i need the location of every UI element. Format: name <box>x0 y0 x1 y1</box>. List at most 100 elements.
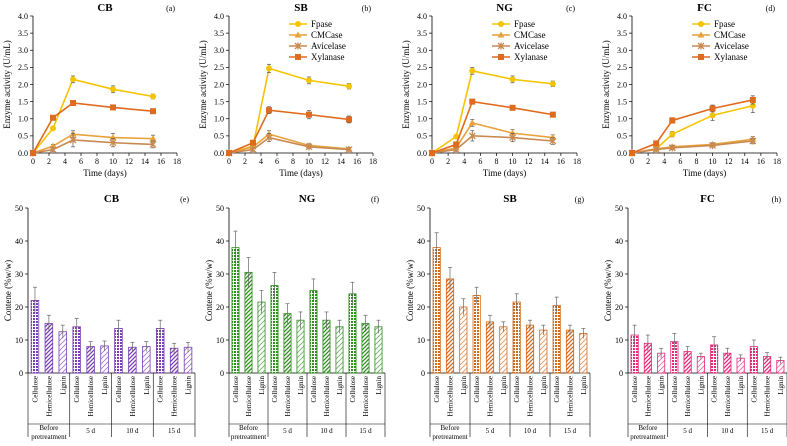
group-label: 5 d <box>683 427 692 435</box>
category-label: Hemicellulose <box>527 376 535 416</box>
chart-title: FC <box>697 2 712 14</box>
y-tick-label: 0 <box>421 369 425 378</box>
x-tick-label: 12 <box>125 157 133 166</box>
data-point <box>709 141 717 149</box>
y-tick-label: 50 <box>417 204 425 213</box>
x-tick-label: 8 <box>291 157 295 166</box>
legend-marker <box>697 42 705 50</box>
legend-marker <box>498 54 504 60</box>
data-point <box>652 146 660 154</box>
y-tick-label: 0 <box>19 369 23 378</box>
x-tick-label: 18 <box>369 157 377 166</box>
y-tick-label: 0.5 <box>214 132 224 141</box>
group-label: 15 d <box>168 427 181 435</box>
data-point <box>50 125 56 132</box>
y-tick-label: 2.5 <box>417 63 427 72</box>
y-tick-label: 40 <box>216 237 224 246</box>
sb-enzyme-line-chart: SB (b) 0.0 0.5 1.0 1.5 2.0 2.5 3.0 3.5 4.0 0 2 4 6 8 10 1… <box>198 2 377 178</box>
legend-label: CMCase <box>714 30 746 40</box>
category-label: Cellulose <box>310 376 318 402</box>
group-label: 10 d <box>320 427 333 435</box>
chart-title: CB <box>97 2 113 14</box>
x-tick-label: 12 <box>525 157 533 166</box>
x-tick-label: 18 <box>573 157 581 166</box>
bar <box>244 271 253 374</box>
data-point <box>149 135 157 142</box>
category-label: Hemicellulose <box>284 376 292 416</box>
x-axis-label: Time (days) <box>683 168 726 178</box>
x-tick-label: 16 <box>353 157 361 166</box>
group-label: pretreatment <box>231 433 266 441</box>
data-point <box>70 99 76 106</box>
y-tick-label: 1.5 <box>18 97 28 106</box>
category-label: Cellulose <box>750 376 758 402</box>
data-point <box>50 114 56 121</box>
y-tick-label: 30 <box>216 270 224 279</box>
data-point <box>453 133 460 140</box>
category-label: Hemicellulose <box>447 376 455 416</box>
bar <box>565 329 575 374</box>
legend-marker <box>497 31 505 38</box>
y-tick-label: 20 <box>15 303 23 312</box>
x-tick-label: 14 <box>741 157 749 166</box>
y-tick-label: 1.0 <box>214 115 224 124</box>
y-tick-label: 2.0 <box>617 80 627 89</box>
y-axis-label: Enzyme activity (U/mL) <box>401 40 411 128</box>
ng-enzyme-line-chart: NG (c) 0.0 0.5 1.0 1.5 2.0 2.5 3.0 3.5 4.0 0 2 4 6 8 10 1… <box>401 2 581 178</box>
category-label: Hemicellulose <box>45 376 53 416</box>
category-label: Cellulose <box>711 376 719 402</box>
bar <box>445 278 455 374</box>
y-tick-label: 2.0 <box>18 80 28 89</box>
legend-marker <box>698 21 704 27</box>
group-label: 5 d <box>283 427 292 435</box>
data-point <box>265 134 273 142</box>
y-tick-label: 2.0 <box>214 80 224 89</box>
y-tick-label: 3.5 <box>617 29 627 38</box>
sb-composition-bar-chart: SB (g) 0 10 20 30 40 50 Contene (%w/w) Cellulose H… <box>405 193 591 441</box>
category-label: Cellulose <box>671 376 679 402</box>
x-tick-label: 8 <box>95 157 99 166</box>
group-label: Before <box>39 424 58 432</box>
category-label: Hemicellulose <box>487 376 495 416</box>
data-point <box>345 146 353 154</box>
data-point <box>109 139 117 147</box>
legend-label: Fpase <box>311 19 332 29</box>
bar <box>231 247 240 374</box>
y-axis-label: Contene (%w/w) <box>3 260 13 321</box>
y-axis-label: Enzyme activity (U/mL) <box>2 40 12 128</box>
x-tick-label: 6 <box>678 157 682 166</box>
x-tick-label: 2 <box>446 157 450 166</box>
data-point <box>629 150 635 156</box>
y-tick-label: 0 <box>220 369 224 378</box>
category-label: Lignin <box>185 376 193 395</box>
y-tick-label: 40 <box>15 237 23 246</box>
y-tick-label: 4.0 <box>617 12 627 21</box>
y-tick-label: 2.5 <box>214 63 224 72</box>
category-label: Lignin <box>143 376 151 395</box>
data-point <box>305 143 313 151</box>
data-point <box>429 150 435 156</box>
data-point <box>653 140 660 147</box>
chart-title: CB <box>104 193 120 205</box>
data-point <box>468 119 476 126</box>
data-point <box>469 98 476 105</box>
panel-label: (d) <box>766 4 776 13</box>
y-tick-label: 30 <box>15 270 23 279</box>
data-point <box>469 67 476 74</box>
y-tick-label: 3.0 <box>617 46 627 55</box>
bar <box>374 326 383 374</box>
legend-label: Xylanase <box>714 52 748 62</box>
category-label: Cellulose <box>631 376 639 402</box>
y-tick-label: 0.5 <box>417 132 427 141</box>
x-axis-label: Time (days) <box>83 168 126 178</box>
x-tick-label: 16 <box>157 157 165 166</box>
data-point <box>669 131 676 138</box>
category-label: Hemicellulose <box>323 376 331 416</box>
data-point <box>149 140 157 148</box>
x-tick-label: 0 <box>430 157 434 166</box>
category-label: Lignin <box>540 376 548 395</box>
y-tick-label: 1.5 <box>214 97 224 106</box>
cb-composition-bar-chart: CB (e) 0 10 20 30 40 50 Contene (%w/w) Cellulose H… <box>3 193 196 441</box>
legend-label: Fpase <box>514 19 535 29</box>
x-tick-label: 2 <box>47 157 51 166</box>
